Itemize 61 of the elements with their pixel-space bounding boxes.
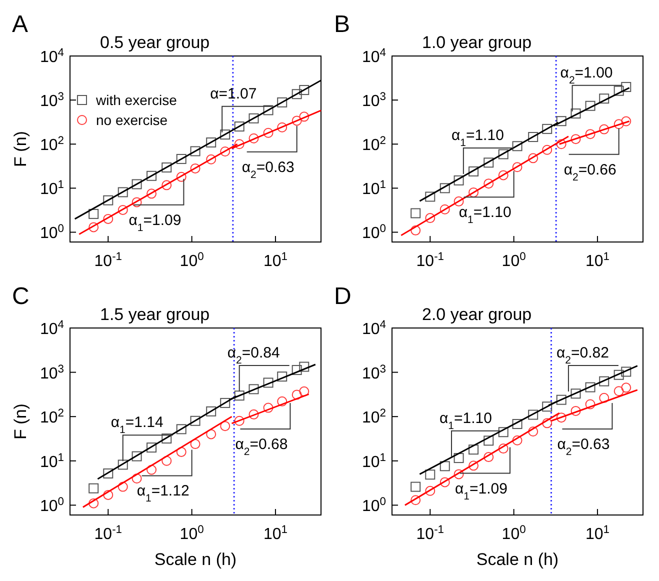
y-tick-label: 10$^{0}$ bbox=[362, 496, 386, 516]
annotation: α$_{1}$=1.12 bbox=[136, 482, 190, 505]
annotation: α$_{1}$=1.10 bbox=[440, 410, 492, 432]
y-tick-label: 10$^{3}$ bbox=[40, 91, 64, 110]
y-tick-label: 10$^{4}$ bbox=[40, 319, 64, 338]
y-tick-label: 10$^{2}$ bbox=[40, 135, 64, 154]
legend-label: with exercise bbox=[95, 92, 178, 108]
x-tick-label: 10$^{1}$ bbox=[263, 524, 288, 543]
text: D bbox=[334, 283, 352, 310]
y-tick-label: 10$^{2}$ bbox=[362, 408, 386, 427]
text: A bbox=[12, 11, 28, 38]
y-tick-label: 10$^{3}$ bbox=[40, 363, 64, 382]
y-tick-label: 10$^{4}$ bbox=[362, 319, 386, 338]
x-tick-label: 10$^{1}$ bbox=[585, 524, 610, 543]
x-tick-label: 10$^{-1}$ bbox=[94, 524, 122, 543]
annotation: α$_{1}$=1.09 bbox=[454, 480, 508, 502]
chart-title: 0.5 year group bbox=[100, 33, 210, 52]
y-tick-label: 10$^{3}$ bbox=[362, 363, 386, 382]
x-axis-title: Scale n (h) bbox=[154, 550, 237, 569]
chart-title: 2.0 year group bbox=[422, 305, 532, 324]
x-tick-label: 10$^{0}$ bbox=[502, 251, 526, 270]
y-tick-label: 10$^{1}$ bbox=[362, 452, 386, 471]
text: B bbox=[334, 11, 350, 38]
annotation: α$_{2}$=0.66 bbox=[564, 161, 616, 184]
annotation: α$_{1}$=1.14 bbox=[110, 414, 164, 436]
x-tick-label: 10$^{0}$ bbox=[180, 251, 204, 270]
x-tick-label: 10$^{-1}$ bbox=[416, 524, 444, 543]
annotation: α$_{1}$=1.09 bbox=[128, 212, 182, 234]
x-tick-label: 10$^{-1}$ bbox=[94, 251, 122, 270]
annotation: α$_{2}$=0.63 bbox=[242, 158, 294, 181]
x-tick-label: 10$^{1}$ bbox=[585, 251, 610, 270]
y-tick-label: 10$^{1}$ bbox=[362, 179, 386, 198]
y-tick-label: 10$^{2}$ bbox=[362, 135, 386, 154]
text: C bbox=[12, 283, 30, 310]
annotation: α$_{1}$=1.10 bbox=[458, 204, 512, 226]
chart-title: 1.0 year group bbox=[422, 33, 532, 52]
annotation: α$_{2}$=0.84 bbox=[227, 344, 280, 366]
y-tick-label: 10$^{0}$ bbox=[40, 496, 64, 516]
legend-label: no exercise bbox=[96, 112, 168, 128]
y-tick-label: 10$^{1}$ bbox=[40, 452, 64, 471]
annotation: α$_{2}$=1.00 bbox=[560, 64, 613, 86]
x-tick-label: 10$^{1}$ bbox=[263, 251, 288, 270]
annotation: α$_{2}$=0.68 bbox=[235, 436, 288, 458]
y-axis-title: F (n) bbox=[11, 131, 30, 167]
y-tick-label: 10$^{2}$ bbox=[40, 408, 64, 427]
annotation: α$_{1}$=1.10 bbox=[451, 127, 504, 150]
y-tick-label: 10$^{4}$ bbox=[40, 47, 64, 66]
y-tick-label: 10$^{0}$ bbox=[362, 223, 386, 242]
y-tick-label: 10$^{4}$ bbox=[362, 47, 386, 66]
chart-title: 1.5 year group bbox=[100, 305, 210, 324]
y-tick-label: 10$^{1}$ bbox=[40, 179, 64, 198]
annotation: α$_{2}$=0.82 bbox=[556, 344, 609, 366]
annotation: α=1.07 bbox=[210, 85, 257, 102]
y-axis-title: F (n) bbox=[11, 404, 30, 440]
x-axis-title: Scale n (h) bbox=[476, 550, 559, 569]
y-tick-label: 10$^{0}$ bbox=[40, 223, 64, 242]
y-tick-label: 10$^{3}$ bbox=[362, 91, 386, 110]
annotation: α$_{2}$=0.63 bbox=[557, 436, 610, 458]
x-tick-label: 10$^{-1}$ bbox=[416, 251, 444, 270]
x-tick-label: 10$^{0}$ bbox=[180, 524, 204, 543]
x-tick-label: 10$^{0}$ bbox=[502, 524, 526, 543]
